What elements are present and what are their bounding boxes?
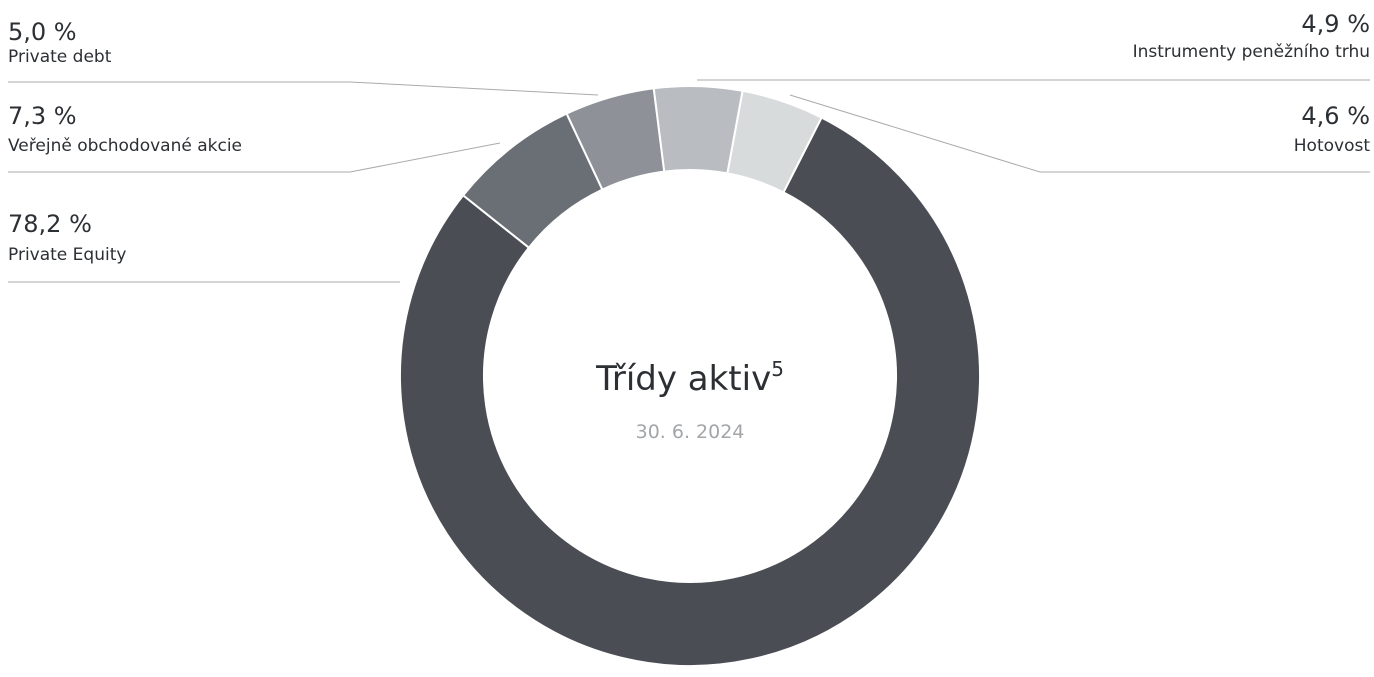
donut-segment [399,116,981,667]
leader-line [8,142,501,173]
leader-line [8,81,599,96]
donut-segment [461,112,604,250]
labels: 78,2 % Private Equity 7,3 % Veřejně obchodo… [8,10,1371,283]
value-label: 4,9 % [1301,10,1370,38]
category-label: Hotovost [1294,136,1371,156]
value-label: 5,0 % [8,18,77,46]
chart-subtitle: 30. 6. 2024 [636,421,745,443]
value-label: 78,2 % [8,210,92,238]
value-label: 4,6 % [1301,102,1370,130]
chart-title: Třídy aktiv5 [595,357,784,399]
category-label: Private debt [8,47,112,67]
leader-line [789,94,1370,173]
category-label: Instrumenty peněžního trhu [1133,42,1370,62]
value-label: 7,3 % [8,102,77,130]
donut-segment [652,85,744,175]
category-label: Private Equity [8,245,126,265]
category-label: Veřejně obchodované akcie [8,136,242,156]
